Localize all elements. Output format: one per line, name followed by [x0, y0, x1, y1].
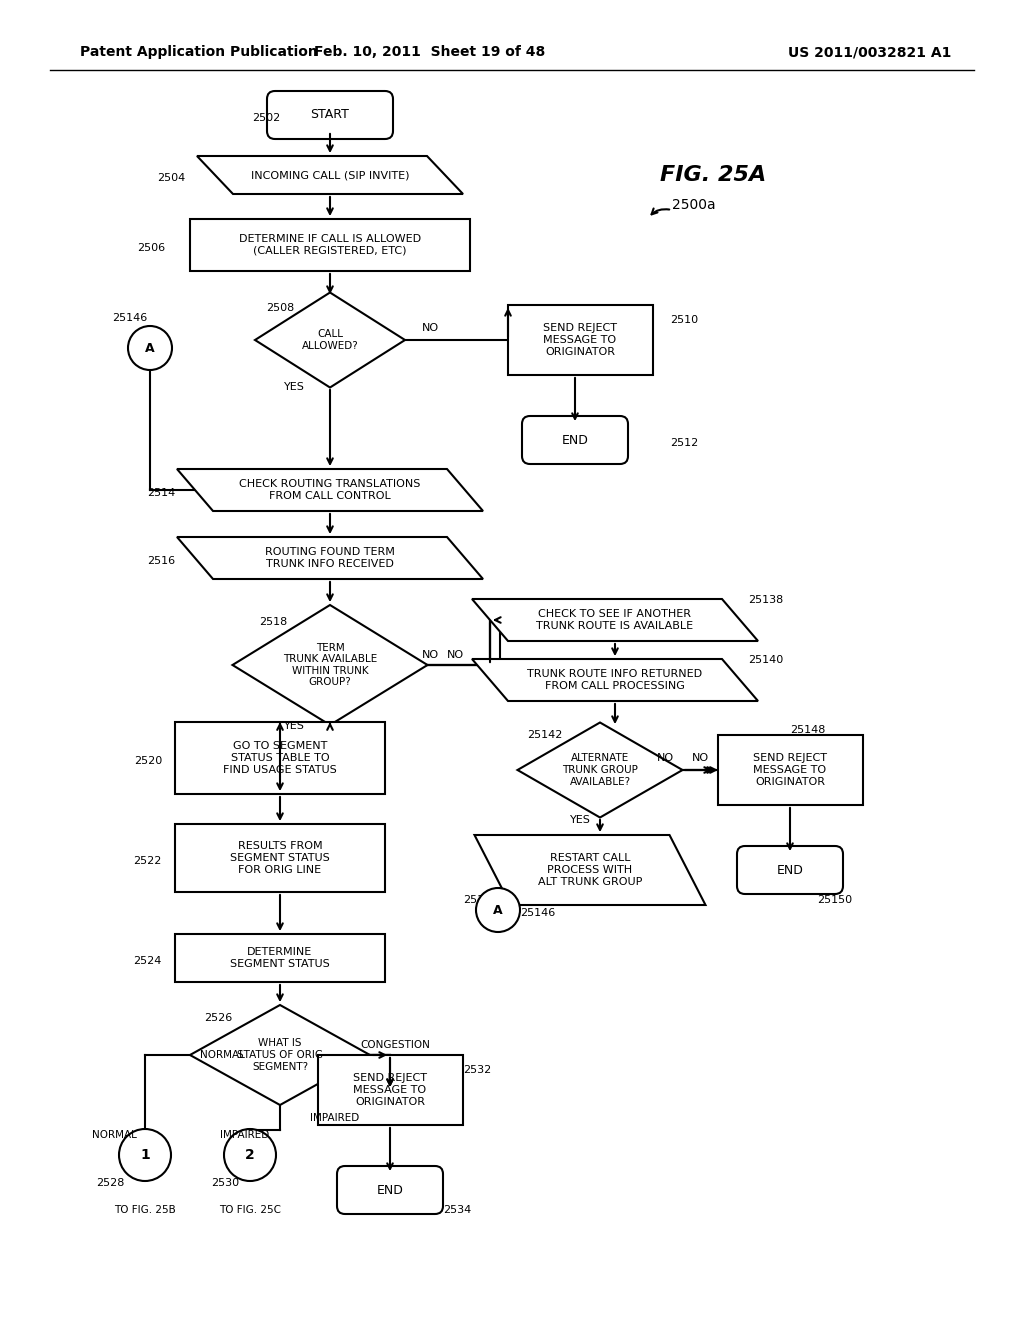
- FancyBboxPatch shape: [317, 1055, 463, 1125]
- Polygon shape: [197, 156, 463, 194]
- Text: END: END: [377, 1184, 403, 1196]
- Text: END: END: [776, 863, 804, 876]
- Text: SEND REJECT
MESSAGE TO
ORIGINATOR: SEND REJECT MESSAGE TO ORIGINATOR: [353, 1073, 427, 1106]
- Polygon shape: [472, 599, 758, 642]
- Text: INCOMING CALL (SIP INVITE): INCOMING CALL (SIP INVITE): [251, 170, 410, 180]
- FancyBboxPatch shape: [175, 722, 385, 795]
- Text: 25142: 25142: [527, 730, 562, 741]
- Text: ALTERNATE
TRUNK GROUP
AVAILABLE?: ALTERNATE TRUNK GROUP AVAILABLE?: [562, 754, 638, 787]
- Text: SEND REJECT
MESSAGE TO
ORIGINATOR: SEND REJECT MESSAGE TO ORIGINATOR: [543, 323, 617, 356]
- Text: NO: NO: [422, 649, 438, 660]
- Text: WHAT IS
STATUS OF ORIG
SEGMENT?: WHAT IS STATUS OF ORIG SEGMENT?: [237, 1039, 323, 1072]
- Text: NO: NO: [691, 752, 709, 763]
- Text: TERM
TRUNK AVAILABLE
WITHIN TRUNK
GROUP?: TERM TRUNK AVAILABLE WITHIN TRUNK GROUP?: [283, 643, 377, 688]
- Text: 2504: 2504: [157, 173, 185, 183]
- Text: 2524: 2524: [133, 956, 162, 966]
- Circle shape: [128, 326, 172, 370]
- Text: 2522: 2522: [133, 855, 162, 866]
- Text: A: A: [494, 903, 503, 916]
- Text: 2516: 2516: [146, 556, 175, 566]
- FancyBboxPatch shape: [175, 824, 385, 892]
- Text: 2510: 2510: [670, 315, 698, 325]
- FancyBboxPatch shape: [508, 305, 652, 375]
- Text: 2508: 2508: [266, 304, 294, 313]
- Text: 25138: 25138: [748, 595, 783, 605]
- Text: FIG. 25A: FIG. 25A: [660, 165, 766, 185]
- Text: 2520: 2520: [134, 756, 162, 766]
- Text: YES: YES: [284, 721, 305, 731]
- FancyBboxPatch shape: [737, 846, 843, 894]
- Text: 2514: 2514: [146, 488, 175, 498]
- Text: 2528: 2528: [96, 1177, 124, 1188]
- Text: RESULTS FROM
SEGMENT STATUS
FOR ORIG LINE: RESULTS FROM SEGMENT STATUS FOR ORIG LIN…: [230, 841, 330, 875]
- Text: CHECK ROUTING TRANSLATIONS
FROM CALL CONTROL: CHECK ROUTING TRANSLATIONS FROM CALL CON…: [240, 479, 421, 500]
- Text: TO FIG. 25B: TO FIG. 25B: [114, 1205, 176, 1214]
- FancyBboxPatch shape: [522, 416, 628, 465]
- Circle shape: [476, 888, 520, 932]
- Text: DETERMINE IF CALL IS ALLOWED
(CALLER REGISTERED, ETC): DETERMINE IF CALL IS ALLOWED (CALLER REG…: [239, 234, 421, 256]
- FancyBboxPatch shape: [337, 1166, 443, 1214]
- Text: 2518: 2518: [259, 616, 287, 627]
- Text: A: A: [145, 342, 155, 355]
- Text: Patent Application Publication: Patent Application Publication: [80, 45, 317, 59]
- Text: GO TO SEGMENT
STATUS TABLE TO
FIND USAGE STATUS: GO TO SEGMENT STATUS TABLE TO FIND USAGE…: [223, 742, 337, 775]
- Text: END: END: [561, 433, 589, 446]
- Polygon shape: [255, 293, 406, 388]
- Text: NO: NO: [446, 649, 464, 660]
- Polygon shape: [472, 659, 758, 701]
- Text: 2: 2: [245, 1148, 255, 1162]
- Text: 2512: 2512: [670, 438, 698, 447]
- Text: NORMAL: NORMAL: [92, 1130, 137, 1140]
- Text: IMPAIRED: IMPAIRED: [310, 1113, 359, 1123]
- Polygon shape: [232, 605, 427, 725]
- Text: 25144: 25144: [463, 895, 498, 906]
- Text: 2500a: 2500a: [672, 198, 716, 213]
- Text: 25140: 25140: [748, 655, 783, 665]
- Text: NO: NO: [656, 752, 674, 763]
- Text: ROUTING FOUND TERM
TRUNK INFO RECEIVED: ROUTING FOUND TERM TRUNK INFO RECEIVED: [265, 548, 395, 569]
- Text: Feb. 10, 2011  Sheet 19 of 48: Feb. 10, 2011 Sheet 19 of 48: [314, 45, 546, 59]
- FancyBboxPatch shape: [267, 91, 393, 139]
- Text: TRUNK ROUTE INFO RETURNED
FROM CALL PROCESSING: TRUNK ROUTE INFO RETURNED FROM CALL PROC…: [527, 669, 702, 690]
- FancyBboxPatch shape: [175, 935, 385, 982]
- Polygon shape: [517, 722, 683, 817]
- Text: CALL
ALLOWED?: CALL ALLOWED?: [302, 329, 358, 351]
- Text: YES: YES: [569, 814, 591, 825]
- Text: NORMAL: NORMAL: [200, 1049, 245, 1060]
- Circle shape: [224, 1129, 276, 1181]
- Text: 2532: 2532: [463, 1065, 492, 1074]
- Text: YES: YES: [284, 381, 305, 392]
- Text: US 2011/0032821 A1: US 2011/0032821 A1: [788, 45, 951, 59]
- Text: TO FIG. 25C: TO FIG. 25C: [219, 1205, 281, 1214]
- FancyBboxPatch shape: [718, 735, 862, 805]
- Text: CONGESTION: CONGESTION: [360, 1040, 430, 1049]
- Text: IMPAIRED: IMPAIRED: [220, 1130, 269, 1140]
- Text: RESTART CALL
PROCESS WITH
ALT TRUNK GROUP: RESTART CALL PROCESS WITH ALT TRUNK GROU…: [538, 854, 642, 887]
- Circle shape: [119, 1129, 171, 1181]
- Polygon shape: [177, 469, 483, 511]
- Text: 1: 1: [140, 1148, 150, 1162]
- Text: 25146: 25146: [520, 908, 555, 917]
- Text: 2530: 2530: [211, 1177, 239, 1188]
- Text: 25150: 25150: [817, 895, 853, 906]
- Text: START: START: [310, 108, 349, 121]
- Text: 2506: 2506: [137, 243, 165, 253]
- Polygon shape: [474, 836, 706, 906]
- Text: 2526: 2526: [204, 1012, 232, 1023]
- Text: 25146: 25146: [113, 313, 147, 323]
- Text: 2534: 2534: [443, 1205, 471, 1214]
- Text: 2502: 2502: [252, 114, 280, 123]
- Text: NO: NO: [422, 323, 438, 333]
- Polygon shape: [177, 537, 483, 579]
- FancyBboxPatch shape: [190, 219, 470, 271]
- Text: DETERMINE
SEGMENT STATUS: DETERMINE SEGMENT STATUS: [230, 948, 330, 969]
- Text: 25148: 25148: [790, 725, 825, 735]
- Polygon shape: [190, 1005, 370, 1105]
- Text: CHECK TO SEE IF ANOTHER
TRUNK ROUTE IS AVAILABLE: CHECK TO SEE IF ANOTHER TRUNK ROUTE IS A…: [537, 610, 693, 631]
- Text: SEND REJECT
MESSAGE TO
ORIGINATOR: SEND REJECT MESSAGE TO ORIGINATOR: [753, 754, 827, 787]
